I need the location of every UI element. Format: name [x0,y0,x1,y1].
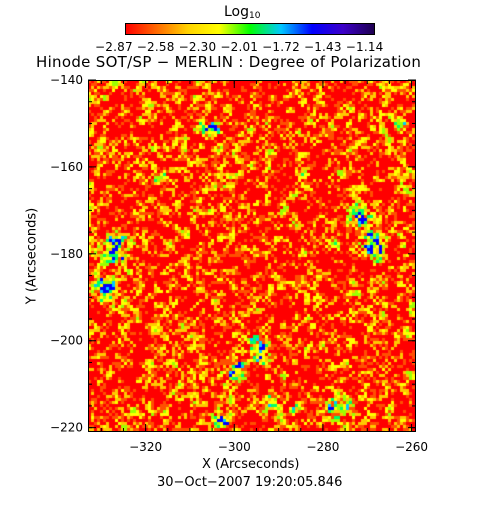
x-tick-label: −300 [218,440,251,454]
y-tick-label: −220 [50,421,83,435]
colorbar-tick-labels: −2.87 −2.58 −2.30 −2.01 −1.72 −1.43 −1.1… [95,40,384,54]
y-tick-label: −160 [50,160,83,174]
x-tick-label: −320 [129,440,162,454]
y-axis-label: Y (Arcseconds) [24,207,40,305]
polarization-map [88,80,416,432]
colorbar-title: Log10 [224,4,261,21]
observation-timestamp: 30−Oct−2007 19:20:05.846 [157,475,343,490]
plot-title: Hinode SOT/SP − MERLIN : Degree of Polar… [36,53,422,71]
y-tick-label: −180 [50,247,83,261]
x-axis-label: X (Arcseconds) [202,457,300,472]
x-tick-label: −260 [395,440,428,454]
y-tick-label: −200 [50,334,83,348]
colorbar [125,23,375,35]
x-tick-label: −280 [306,440,339,454]
y-tick-label: −140 [50,73,83,87]
